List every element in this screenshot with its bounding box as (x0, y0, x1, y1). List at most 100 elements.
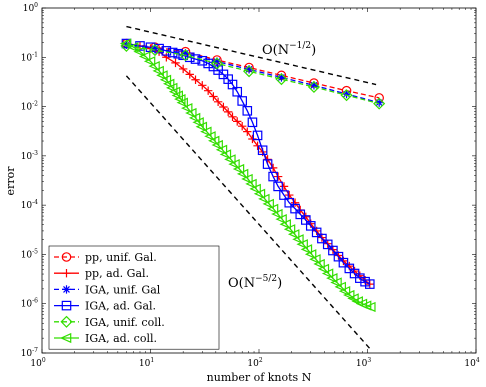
data-point (224, 154, 236, 165)
data-point (338, 257, 349, 268)
annotation-slope-half: O(N−1/2) (262, 41, 316, 58)
data-point (180, 102, 193, 114)
data-point (138, 51, 151, 62)
data-point (207, 135, 220, 146)
data-point (213, 97, 223, 106)
legend-label: IGA, ad. Gal. (85, 300, 156, 313)
data-point (248, 134, 257, 144)
data-point (322, 239, 333, 250)
data-point (198, 81, 207, 90)
data-point (364, 279, 375, 289)
data-point (203, 86, 213, 95)
data-point (241, 173, 253, 185)
data-point (232, 163, 245, 175)
data-point (340, 89, 353, 102)
data-point (296, 239, 308, 250)
x-tick-label: 103 (356, 357, 371, 369)
data-point (290, 198, 300, 207)
series-layer (119, 38, 386, 313)
legend-marker (62, 285, 71, 294)
legend-label: pp, unif. Gal. (85, 251, 157, 264)
data-point (148, 44, 162, 57)
data-point (242, 106, 253, 116)
data-point (279, 219, 291, 230)
legend-marker (59, 332, 72, 344)
series-4 (120, 39, 386, 110)
data-point (152, 65, 164, 77)
data-point (326, 273, 338, 284)
data-point (268, 171, 278, 182)
data-point (307, 80, 321, 94)
data-point (133, 46, 145, 57)
data-point (309, 81, 319, 90)
data-point (304, 249, 317, 260)
data-point (374, 98, 384, 107)
data-point (338, 286, 351, 297)
data-point (215, 144, 228, 155)
data-point (237, 121, 247, 131)
data-point (317, 233, 327, 244)
legend-label: IGA, unif. coll. (85, 316, 165, 329)
data-point (305, 221, 316, 231)
reference-line (126, 25, 377, 86)
annotation-slope-five-halves: O(N−5/2) (228, 274, 282, 291)
data-point (127, 42, 139, 53)
data-point (245, 178, 257, 190)
x-tick-label: 100 (30, 357, 45, 369)
data-point (283, 224, 296, 235)
data-point (185, 70, 194, 79)
legend-marker (62, 269, 71, 278)
data-point (192, 117, 204, 128)
data-point (228, 112, 237, 122)
data-point (300, 244, 313, 255)
data-point (273, 172, 283, 181)
data-point (223, 107, 233, 117)
data-point (257, 145, 268, 156)
data-point (309, 254, 321, 265)
data-point (154, 43, 164, 54)
data-point (328, 245, 338, 256)
data-point (253, 188, 266, 199)
data-point (311, 227, 322, 238)
x-axis-label: number of knots N (207, 371, 312, 384)
data-point (266, 203, 279, 215)
data-point (195, 121, 208, 132)
data-point (290, 203, 300, 214)
x-tick-label: 102 (247, 357, 262, 369)
data-point (211, 139, 223, 151)
data-point (262, 159, 273, 169)
data-point (247, 117, 258, 128)
data-point (249, 183, 261, 194)
data-point (321, 268, 334, 279)
data-point (295, 209, 306, 220)
data-point (165, 82, 178, 93)
series-5 (119, 38, 376, 313)
data-point (200, 126, 212, 137)
data-point (277, 73, 286, 82)
data-point (233, 117, 242, 126)
data-point (188, 112, 201, 123)
data-point (292, 234, 304, 245)
data-point (373, 97, 386, 110)
reference-lines (125, 25, 377, 352)
data-point (342, 89, 351, 99)
data-point (344, 263, 355, 274)
data-point (275, 73, 288, 86)
data-point (284, 197, 295, 208)
data-point (191, 75, 200, 84)
data-point (301, 215, 311, 225)
data-point (287, 229, 300, 240)
data-point (143, 56, 156, 67)
data-point (204, 131, 216, 142)
data-point (252, 130, 263, 141)
data-point (219, 149, 232, 160)
legend-box (48, 245, 220, 350)
data-point (262, 198, 274, 210)
data-point (232, 86, 243, 97)
y-tick-label: 100 (23, 2, 38, 14)
data-point (156, 70, 168, 81)
y-tick-label: 10-7 (21, 347, 38, 359)
x-tick-label: 104 (464, 357, 479, 369)
data-point (273, 181, 283, 192)
data-point (135, 41, 145, 51)
